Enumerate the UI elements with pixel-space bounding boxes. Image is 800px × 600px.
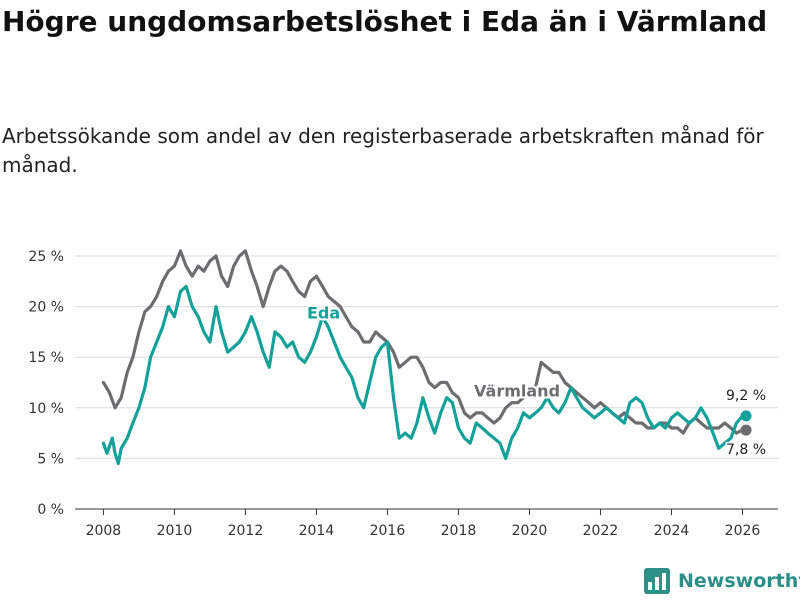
x-axis-labels: 2008 2010 2012 2014 2016 2018 2020 2022 2024 2026: [86, 523, 761, 539]
x-tick-label: 2022: [583, 523, 619, 539]
newsworthy-icon: [644, 568, 670, 594]
end-label-eda: 9,2 %: [726, 388, 766, 404]
series-labels: Värmland 7,8 % Eda 9,2 %: [305, 302, 768, 460]
x-tick-label: 2018: [441, 523, 477, 539]
y-tick-label: 20 %: [28, 300, 64, 316]
end-label-varmland: 7,8 %: [726, 442, 766, 458]
series-line-varmland: [101, 249, 748, 435]
y-tick-label: 25 %: [28, 249, 64, 265]
y-tick-label: 10 %: [28, 401, 64, 417]
chart-title: Högre ungdomsarbetslöshet i Eda än i Vär…: [2, 5, 768, 38]
x-tick-label: 2008: [86, 523, 122, 539]
x-tick-label: 2024: [654, 523, 690, 539]
x-tick-label: 2012: [228, 523, 264, 539]
series-label-varmland: Värmland: [474, 382, 560, 401]
chart-subtitle: Arbetssökande som andel av den registerb…: [2, 124, 764, 177]
x-tick-label: 2020: [512, 523, 548, 539]
end-point-eda: [740, 410, 752, 422]
x-tick-label: 2026: [725, 523, 761, 539]
grid-lines: [75, 255, 778, 459]
x-tick-label: 2016: [370, 523, 406, 539]
end-point-varmland: [740, 424, 752, 436]
y-axis-labels: 0 % 5 % 10 % 15 % 20 % 25 %: [28, 249, 64, 518]
x-tick-label: 2014: [299, 523, 335, 539]
brand-name: Newsworthy: [678, 570, 800, 592]
series-line-eda: [101, 284, 748, 466]
y-tick-label: 15 %: [28, 350, 64, 366]
y-tick-label: 0 %: [37, 502, 64, 518]
newsworthy-logo: Newsworthy: [644, 568, 800, 594]
x-axis: [75, 508, 778, 515]
series-lines: [101, 249, 752, 466]
y-tick-label: 5 %: [37, 451, 64, 467]
x-tick-label: 2010: [157, 523, 193, 539]
series-label-eda: Eda: [307, 304, 340, 323]
